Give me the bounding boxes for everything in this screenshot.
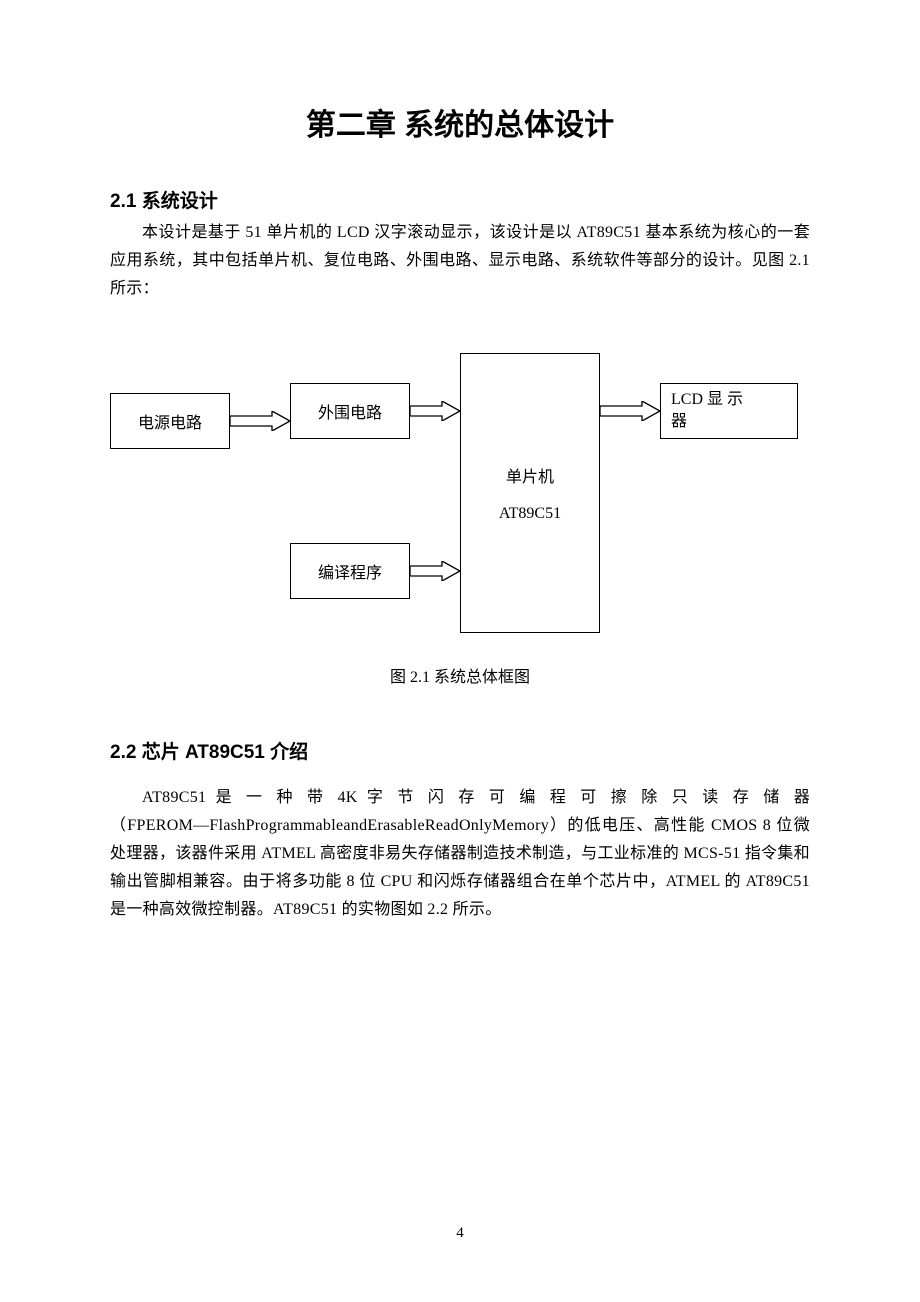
section-2-2-heading: 2.2 芯片 AT89C51 介绍: [110, 737, 810, 764]
node-compiler: 编译程序: [290, 543, 410, 599]
arrow-compiler-to-mcu: [410, 561, 460, 581]
page-number: 4: [0, 1225, 920, 1242]
arrow-periph-to-mcu: [410, 401, 460, 421]
chapter-title: 第二章 系统的总体设计: [110, 100, 810, 144]
section-2-1-paragraph: 本设计是基于 51 单片机的 LCD 汉字滚动显示，该设计是以 AT89C51 …: [110, 219, 810, 303]
section-2-2-paragraph-rest: （FPEROM—FlashProgrammableandErasableRead…: [110, 812, 810, 924]
diagram-caption: 图 2.1 系统总体框图: [110, 663, 810, 687]
system-block-diagram: 电源电路 外围电路编译程序单片机AT89C51 LCD 显 示器: [110, 353, 810, 653]
section-2-1-heading: 2.1 系统设计: [110, 186, 810, 213]
arrow-power-to-periph: [230, 411, 290, 431]
node-power: 电源电路: [110, 393, 230, 449]
node-periph: 外围电路: [290, 383, 410, 439]
node-mcu: 单片机AT89C51: [460, 353, 600, 633]
section-2-2-paragraph-line1: AT89C51 是 一 种 带 4K 字 节 闪 存 可 编 程 可 擦 除 只…: [110, 784, 810, 812]
document-page: 第二章 系统的总体设计 2.1 系统设计 本设计是基于 51 单片机的 LCD …: [0, 0, 920, 1302]
arrow-mcu-to-lcd: [600, 401, 660, 421]
node-lcd: LCD 显 示器: [660, 383, 798, 439]
